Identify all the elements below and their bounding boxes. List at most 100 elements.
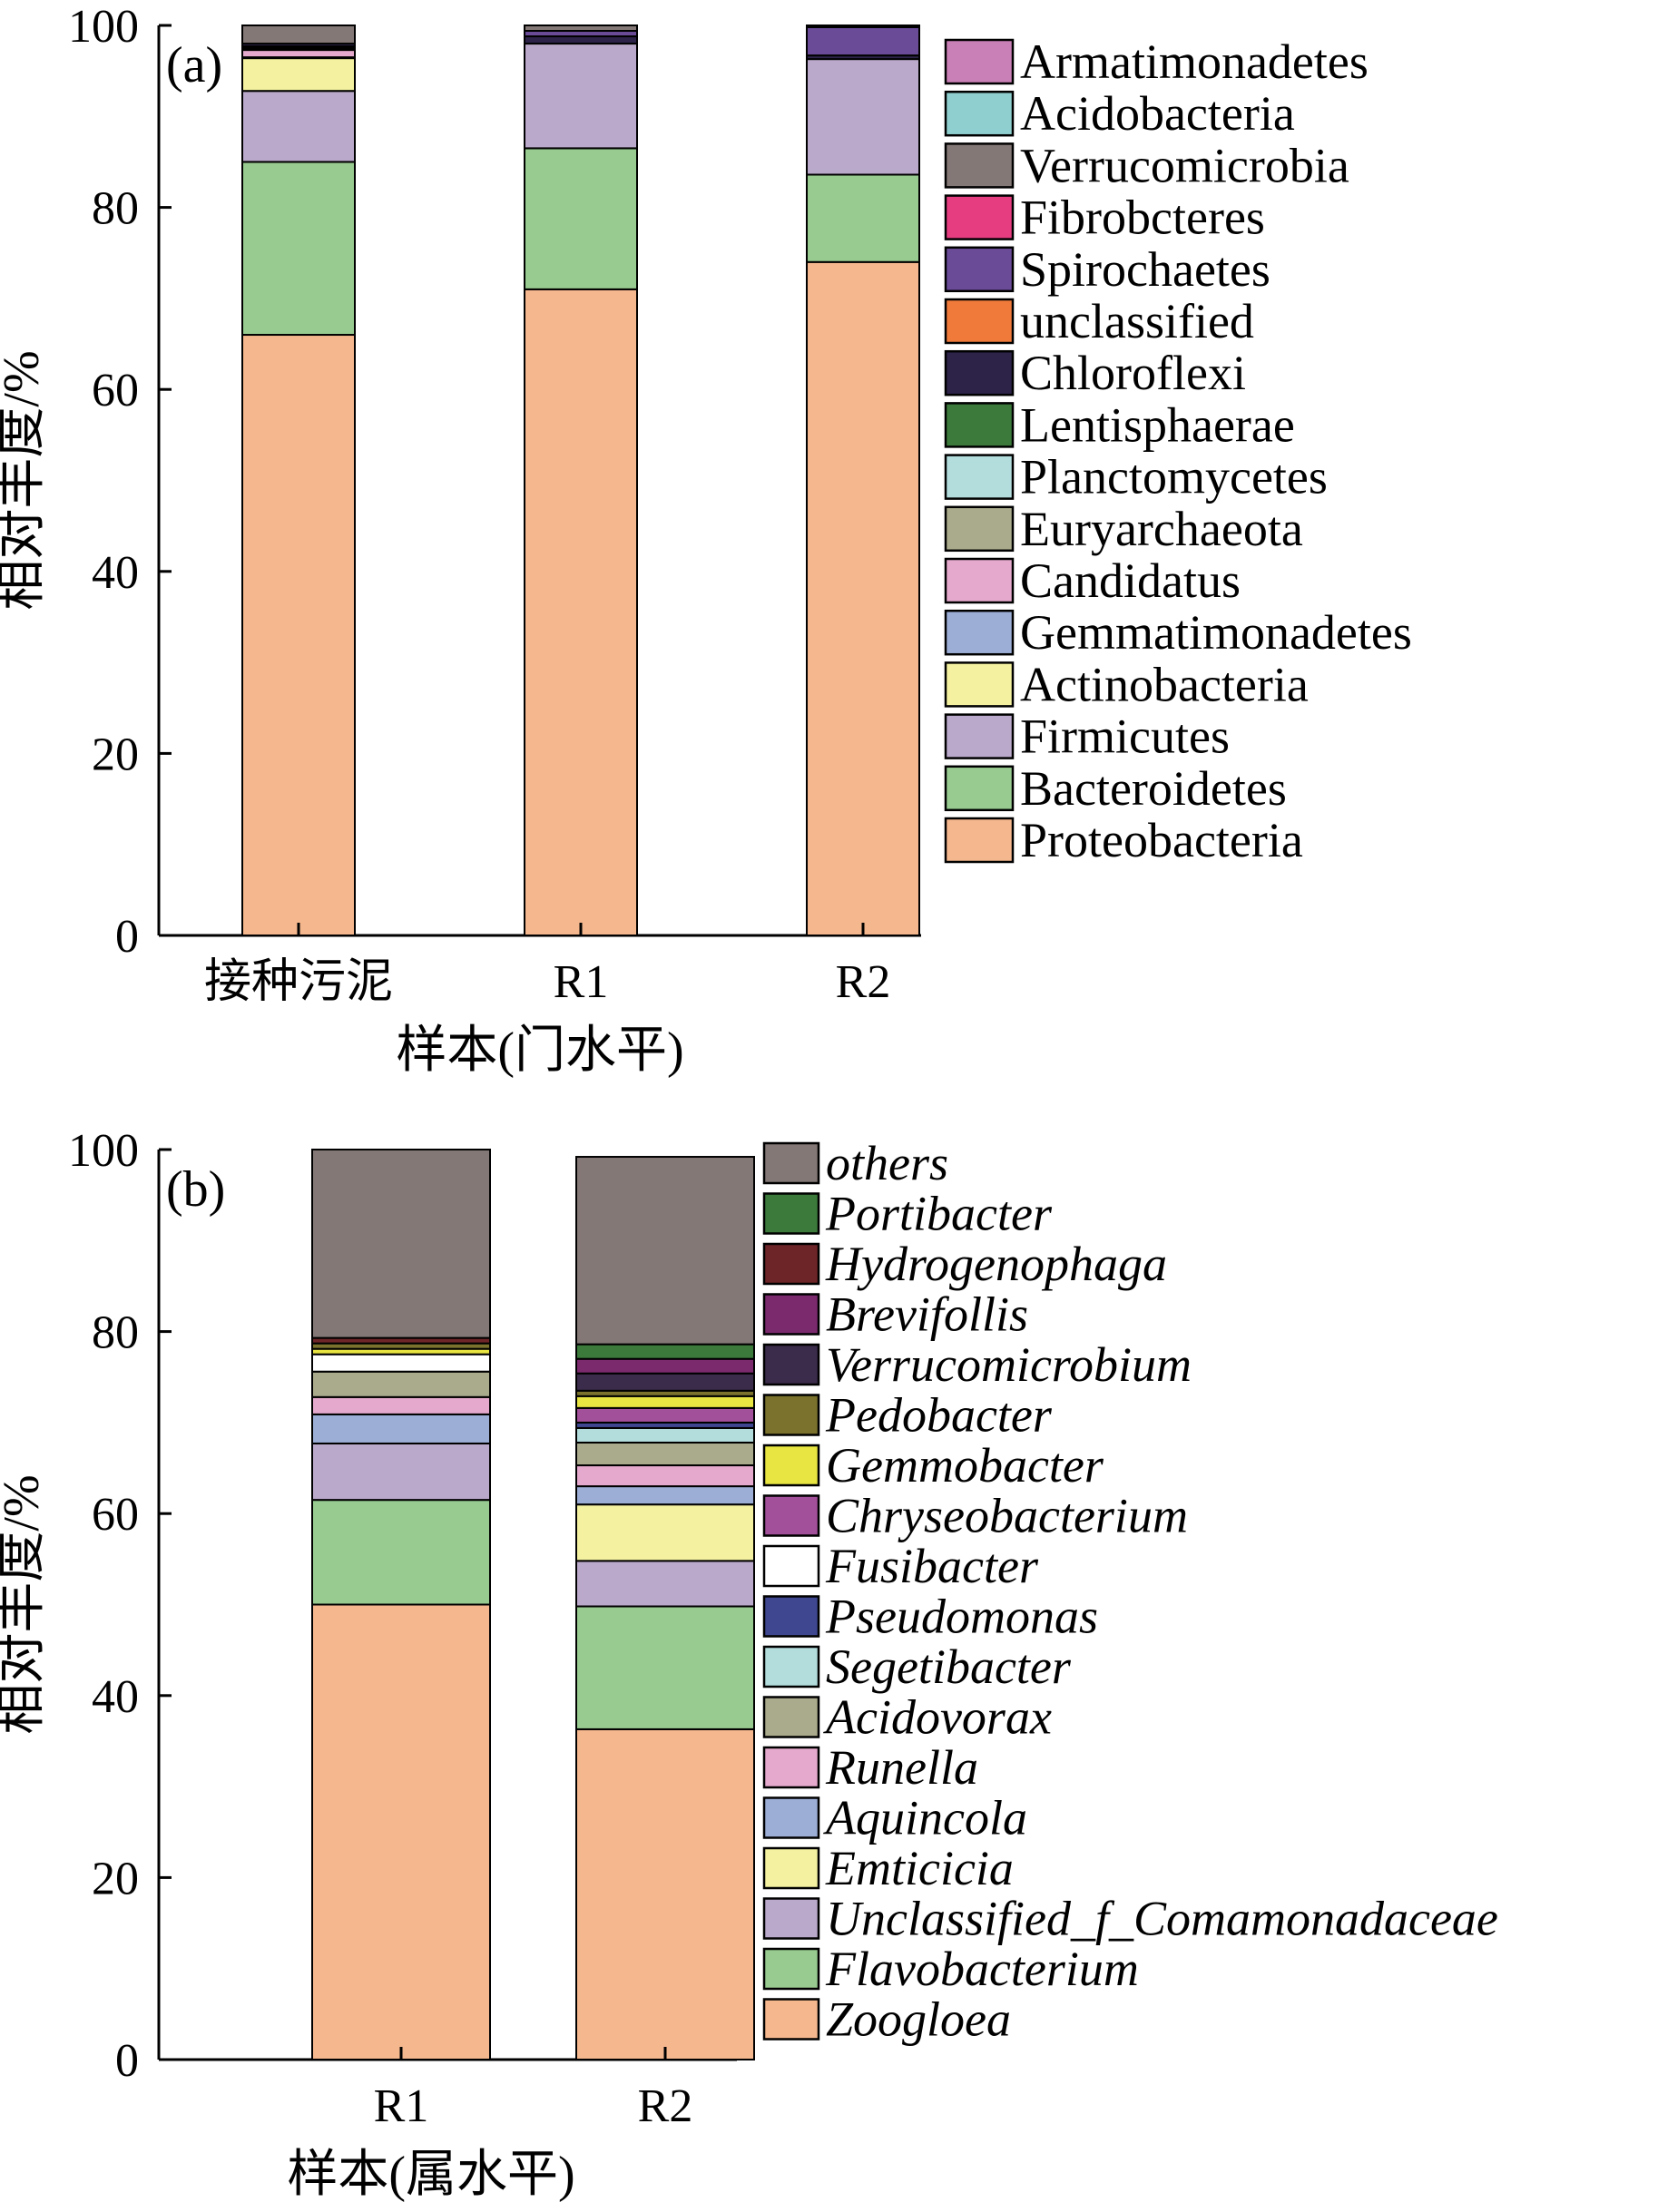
legend-swatch xyxy=(944,38,1015,85)
y-tick-label: 100 xyxy=(68,1,139,53)
y-tick-label: 20 xyxy=(92,729,139,780)
panel-a: 0 20 40 60 80 100 相对丰度/% (a) 接种污泥 R1 R2 样本(门水平) Arma… xyxy=(0,1,1412,1079)
legend-swatch xyxy=(944,349,1015,396)
legend-swatch xyxy=(762,1846,820,1890)
legend-swatch xyxy=(762,1544,820,1588)
x-tick-label: 接种污泥 xyxy=(204,956,393,1008)
legend-label: Verrucomicrobia xyxy=(1020,138,1349,192)
legend-swatch xyxy=(762,1998,820,2041)
y-tick-label: 40 xyxy=(92,1671,139,1723)
bar-segment xyxy=(575,1343,755,1360)
legend-label: others xyxy=(826,1136,948,1190)
legend-swatch xyxy=(762,1796,820,1839)
x-axis-title: 样本(属水平) xyxy=(287,2147,574,2203)
legend-label: Flavobacterium xyxy=(825,1942,1139,1996)
legend-swatch xyxy=(944,142,1015,189)
bar-segment xyxy=(575,1605,755,1730)
y-tick-label: 60 xyxy=(92,1489,139,1541)
bar-segment xyxy=(241,57,356,93)
y-tick-label: 0 xyxy=(115,911,139,963)
legend-swatch xyxy=(944,246,1015,293)
bar-segment xyxy=(241,90,356,163)
legend-label: Aquincola xyxy=(823,1791,1027,1845)
bar-segment xyxy=(575,1426,755,1444)
bar-segment xyxy=(575,1372,755,1392)
bar-segment xyxy=(241,49,356,59)
bar-segment xyxy=(575,1503,755,1562)
bar-segment xyxy=(806,173,920,263)
legend-label: Fibrobcteres xyxy=(1020,191,1265,245)
bar-segment xyxy=(575,1728,755,2060)
legend-label: Zoogloea xyxy=(826,1992,1011,2047)
y-tick-label: 100 xyxy=(68,1125,139,1177)
legend-swatch xyxy=(762,1645,820,1688)
legend-swatch xyxy=(762,1595,820,1638)
y-tick-label: 60 xyxy=(92,365,139,416)
legend-label: Portibacter xyxy=(825,1187,1053,1241)
bar-segment xyxy=(241,161,356,337)
legend-swatch xyxy=(762,1696,820,1738)
bar-segment xyxy=(311,1395,491,1415)
legend-label: Euryarchaeota xyxy=(1020,502,1303,556)
legend-label: Proteobacteria xyxy=(1020,813,1303,867)
legend-swatch xyxy=(944,713,1015,759)
bar-segment xyxy=(575,1485,755,1506)
legend-label: Segetibacter xyxy=(826,1639,1072,1694)
panel-label: (a) xyxy=(166,37,222,93)
legend-swatch xyxy=(944,298,1015,345)
legend-label: Hydrogenophaga xyxy=(825,1237,1167,1291)
bar-segment xyxy=(575,1156,755,1346)
legend-swatch xyxy=(762,1192,820,1235)
x-tick-label: R2 xyxy=(638,2080,693,2132)
x-axis-title: 样本(门水平) xyxy=(396,1023,683,1079)
bar-segment xyxy=(806,58,920,176)
legend-label: Actinobacteria xyxy=(1020,657,1309,711)
legend-label: Pedobacter xyxy=(825,1388,1053,1443)
legend-swatch xyxy=(762,1394,820,1436)
y-tick-label: 0 xyxy=(115,2035,139,2087)
bar-segment xyxy=(575,1464,755,1488)
x-tick-label: R1 xyxy=(554,956,609,1008)
legend-label: Emticicia xyxy=(825,1841,1014,1895)
legend-swatch xyxy=(762,1242,820,1286)
panel-b: 0 20 40 60 80 100 相对丰度/% (b) R1 R2 样本(属水平) othersPo… xyxy=(0,1125,1498,2203)
legend-swatch xyxy=(944,505,1015,553)
bar-segment xyxy=(311,1499,491,1606)
bar-segment xyxy=(524,43,638,150)
bar-segment xyxy=(524,35,638,45)
legend-label: Gemmobacter xyxy=(826,1438,1104,1493)
legend-label: Acidobacteria xyxy=(1020,86,1295,141)
bar-segment xyxy=(575,1441,755,1467)
bar-segment xyxy=(311,1149,491,1339)
bar-segment xyxy=(806,24,920,29)
legend-swatch xyxy=(762,1746,820,1789)
legend-swatch xyxy=(944,817,1015,864)
legend-label: Lentisphaerae xyxy=(1020,397,1295,452)
legend-label: Fusibacter xyxy=(825,1539,1039,1593)
x-tick-label: R2 xyxy=(836,956,891,1008)
legend-swatch xyxy=(944,90,1015,137)
bar-segment xyxy=(311,1353,491,1373)
legend-label: unclassified xyxy=(1020,294,1254,348)
bar-segment xyxy=(524,24,638,33)
bar-segment xyxy=(575,1560,755,1608)
bar-segment xyxy=(575,1406,755,1424)
y-axis-title: 相对丰度/% xyxy=(0,350,50,610)
bar-segment xyxy=(311,1603,491,2060)
bar-segment xyxy=(575,1357,755,1375)
legend-swatch xyxy=(944,557,1015,604)
legend-label: Chloroflexi xyxy=(1020,346,1246,400)
legend-label: Firmicutes xyxy=(1020,710,1230,764)
bar-segment xyxy=(241,334,356,936)
legend-label: Chryseobacterium xyxy=(826,1489,1188,1543)
y-tick-label: 80 xyxy=(92,183,139,235)
legend-swatch xyxy=(762,1897,820,1940)
x-tick-label: R1 xyxy=(374,2080,429,2132)
legend-swatch xyxy=(944,402,1015,448)
y-axis-title: 相对丰度/% xyxy=(0,1474,50,1734)
legend-label: Pseudomonas xyxy=(825,1590,1098,1644)
y-tick-label: 40 xyxy=(92,547,139,599)
legend-label: Gemmatimonadetes xyxy=(1020,605,1412,660)
legend-label: Runella xyxy=(825,1740,978,1795)
legend-label: Planctomycetes xyxy=(1020,450,1328,504)
